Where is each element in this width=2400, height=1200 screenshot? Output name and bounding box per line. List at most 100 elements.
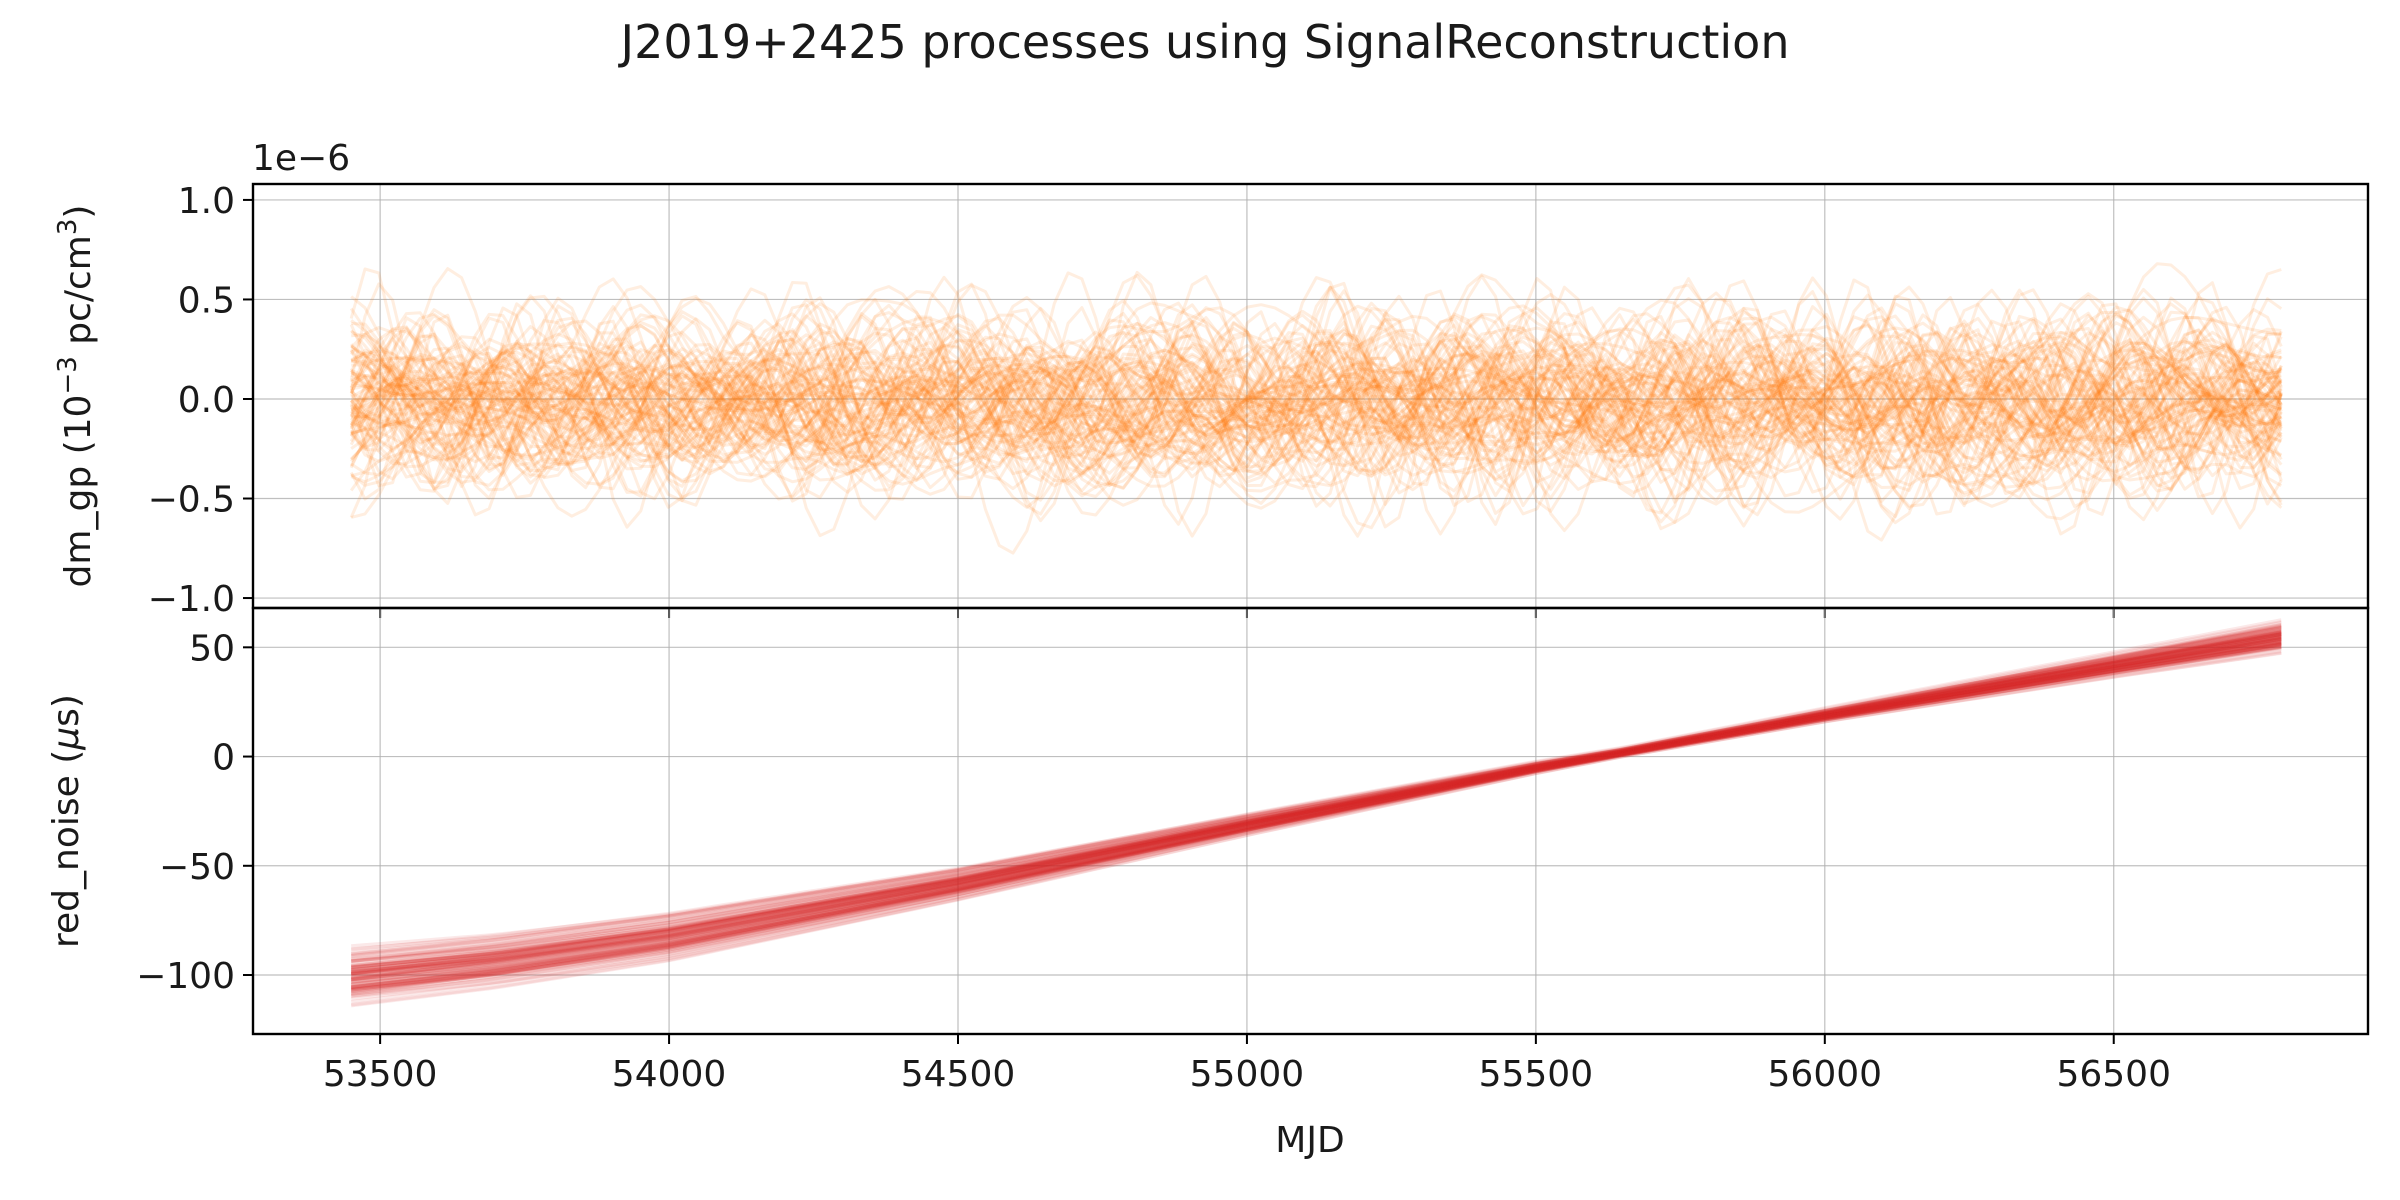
red_noise-realization-line	[351, 629, 2282, 969]
dm-gp-panel: −1.0 −0.5 0.0 0.5 1.0 1e−6 dm_gp (10−3 pc/cm…	[53, 138, 2370, 620]
red_noise-realization-line	[351, 638, 2282, 984]
red-noise-panel: −100 −50 0 50 53500 54000 54500 55000 55500 5600…	[46, 606, 2370, 1095]
red_noise-realization-line	[351, 639, 2282, 987]
dm_gp-realization-line	[350, 303, 2282, 487]
red_noise-realization-line	[351, 641, 2282, 991]
red-noise-y-ticks: −100 −50 0 50	[136, 628, 253, 997]
dm_gp-realization-line	[351, 296, 2283, 538]
red_noise-realization-line	[351, 636, 2282, 982]
dm_gp-realization-line	[350, 305, 2283, 510]
dm_gp-realization-line	[350, 319, 2283, 475]
dm_gp-realization-line	[350, 327, 2283, 471]
red_noise-realization-line	[351, 642, 2282, 992]
dm_gp-realization-line	[350, 316, 2282, 487]
red_noise-realization-line	[350, 635, 2282, 978]
x-tick-label: 55500	[1479, 1054, 1594, 1095]
red_noise-realization-line	[351, 633, 2282, 976]
red_noise-realization-line	[350, 642, 2282, 991]
dm_gp-realization-line	[351, 313, 2282, 484]
dm-gp-offset-text: 1e−6	[252, 138, 350, 179]
dm_gp-realization-line	[349, 271, 2283, 455]
dm_gp-realization-line	[349, 281, 2283, 507]
dm_gp-realization-line	[349, 341, 2283, 477]
red_noise-realization-line	[351, 638, 2282, 985]
dm_gp-realization-line	[350, 296, 2282, 478]
red-noise-axes-frame	[251, 606, 2370, 1036]
red_noise-realization-line	[351, 635, 2282, 978]
dm_gp-realization-line	[350, 341, 2283, 480]
red_noise-realization-line	[351, 632, 2282, 973]
dm_gp-realization-line	[350, 307, 2283, 525]
dm_gp-realization-line	[349, 314, 2282, 461]
x-tick-label: 56000	[1768, 1054, 1883, 1095]
red_noise-realization-line	[351, 641, 2282, 989]
red-noise-grid	[253, 608, 2368, 1034]
dm_gp-realization-line	[350, 344, 2282, 518]
red_noise-realization-line	[350, 645, 2282, 998]
red_noise-realization-line	[351, 633, 2282, 976]
red_noise-realization-line	[351, 623, 2282, 955]
red_noise-realization-line	[350, 627, 2282, 963]
red_noise-realization-line	[351, 631, 2282, 972]
dm_gp-realization-line	[350, 326, 2283, 472]
dm_gp-realization-line	[349, 341, 2283, 524]
red_noise-realization-line	[350, 637, 2282, 981]
dm_gp-realization-line	[349, 270, 2282, 495]
y-tick-label: 0.0	[178, 380, 235, 421]
dm_gp-realization-line	[349, 307, 2283, 476]
red_noise-realization-line	[351, 641, 2282, 991]
red_noise-realization-line	[351, 645, 2282, 999]
dm_gp-realization-line	[350, 314, 2283, 474]
dm_gp-realization-line	[350, 285, 2283, 452]
dm_gp-realization-line	[350, 295, 2282, 480]
red_noise-realization-line	[350, 638, 2282, 982]
dm_gp-realization-line	[350, 306, 2282, 457]
dm_gp-realization-line	[350, 338, 2283, 514]
dm_gp-realization-line	[350, 320, 2283, 526]
dm_gp-realization-line	[350, 354, 2283, 538]
y-tick-label: 0.5	[178, 280, 235, 321]
dm_gp-realization-line	[349, 302, 2283, 489]
red_noise-realization-line	[351, 630, 2282, 970]
dm_gp-realization-line	[350, 302, 2283, 489]
dm_gp-realization-line	[350, 315, 2282, 500]
dm_gp-realization-line	[350, 359, 2283, 533]
dm_gp-realization-line	[350, 350, 2283, 490]
dm_gp-realization-line	[350, 287, 2282, 516]
dm_gp-realization-line	[349, 320, 2283, 517]
red_noise-realization-line	[350, 645, 2282, 995]
red_noise-realization-line	[351, 632, 2282, 972]
red_noise-realization-line	[351, 637, 2282, 982]
dm_gp-realization-line	[349, 287, 2282, 456]
red_noise-realization-line	[351, 640, 2282, 989]
dm_gp-realization-line	[350, 285, 2283, 493]
red_noise-realization-line	[351, 630, 2282, 969]
dm_gp-realization-line	[349, 331, 2282, 516]
red_noise-realization-line	[350, 642, 2282, 990]
red_noise-realization-line	[350, 635, 2282, 977]
dm-gp-realizations	[349, 262, 2283, 555]
dm_gp-realization-line	[349, 314, 2283, 512]
red_noise-realization-line	[351, 626, 2282, 963]
red_noise-realization-line	[351, 624, 2282, 959]
dm_gp-realization-line	[350, 307, 2283, 538]
dm_gp-realization-line	[350, 277, 2283, 484]
dm_gp-realization-line	[350, 338, 2283, 536]
red_noise-realization-line	[350, 644, 2282, 995]
red-noise-realizations	[350, 618, 2282, 1008]
red_noise-realization-line	[350, 643, 2282, 992]
red_noise-realization-line	[351, 628, 2282, 967]
red_noise-realization-line	[350, 642, 2282, 992]
red_noise-realization-line	[351, 627, 2282, 963]
dm_gp-realization-line	[349, 321, 2283, 467]
dm_gp-realization-line	[350, 332, 2283, 500]
red_noise-realization-line	[350, 633, 2282, 975]
dm_gp-realization-line	[349, 267, 2283, 498]
red_noise-realization-line	[351, 637, 2282, 984]
dm_gp-realization-line	[350, 262, 2283, 503]
dm_gp-realization-line	[349, 311, 2283, 529]
red_noise-realization-line	[351, 630, 2282, 969]
dm_gp-realization-line	[350, 316, 2283, 498]
dm_gp-realization-line	[351, 317, 2283, 483]
